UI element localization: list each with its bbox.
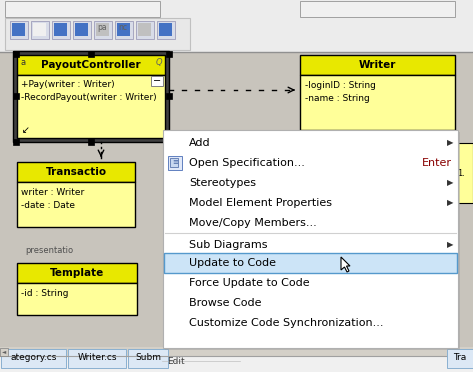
Text: Q: Q [155, 58, 162, 67]
Text: Model Element Properties: Model Element Properties [189, 198, 332, 208]
Text: Subm: Subm [135, 353, 161, 362]
Bar [300, 75, 455, 130]
Text: Add: Add [189, 138, 210, 148]
Text: Customize Code Synchronization...: Customize Code Synchronization... [189, 318, 384, 328]
Bar [31, 21, 49, 39]
Text: pa: pa [97, 22, 106, 32]
Bar [17, 182, 135, 227]
Bar [0, 356, 473, 372]
Bar [163, 130, 458, 348]
Bar [300, 55, 455, 75]
Bar [166, 51, 172, 57]
Bar [151, 76, 163, 86]
Text: ◄: ◄ [2, 350, 6, 355]
Text: 1.: 1. [457, 169, 465, 177]
Bar [157, 21, 175, 39]
Bar [13, 51, 19, 57]
Bar [10, 21, 28, 39]
Text: -id : String: -id : String [21, 289, 69, 298]
Text: Browse Code: Browse Code [189, 298, 262, 308]
Bar [13, 139, 19, 145]
Bar [115, 21, 133, 39]
Bar [455, 143, 473, 203]
Bar [1, 349, 66, 368]
Text: Sub Diagrams: Sub Diagrams [189, 240, 268, 250]
Bar [5, 1, 160, 17]
Bar [94, 21, 112, 39]
Bar [166, 93, 172, 99]
Bar [117, 23, 130, 36]
Text: −: − [153, 76, 161, 86]
Text: -RecordPayout(writer : Writer): -RecordPayout(writer : Writer) [21, 93, 157, 102]
Text: Transactio: Transactio [45, 167, 106, 177]
Bar [96, 23, 109, 36]
Text: Update to Code: Update to Code [189, 258, 276, 268]
Bar [17, 55, 165, 75]
Text: presentatio: presentatio [25, 246, 73, 255]
Text: Tra: Tra [454, 353, 467, 362]
Text: ▶: ▶ [447, 241, 453, 250]
Bar [0, 348, 473, 372]
Bar [0, 52, 473, 347]
Bar [447, 349, 473, 368]
Bar [165, 132, 460, 350]
Bar [136, 21, 154, 39]
Bar [17, 162, 135, 182]
Text: -name : String: -name : String [305, 94, 370, 103]
Bar [73, 21, 91, 39]
Bar [75, 23, 88, 36]
Text: nc: nc [118, 22, 127, 32]
Bar [138, 23, 151, 36]
Text: Force Update to Code: Force Update to Code [189, 278, 310, 288]
Text: PayoutController: PayoutController [41, 60, 141, 70]
Text: -loginID : String: -loginID : String [305, 81, 376, 90]
Text: Enter: Enter [422, 158, 452, 168]
Bar [170, 158, 178, 167]
Bar [17, 75, 165, 138]
Text: Stereotypes: Stereotypes [189, 178, 256, 188]
Text: Writer.cs: Writer.cs [77, 353, 117, 362]
Text: ↗: ↗ [19, 123, 27, 133]
Bar [17, 263, 137, 283]
Bar [0, 348, 8, 356]
Text: Move/Copy Members...: Move/Copy Members... [189, 218, 317, 228]
Text: +Pay(writer : Writer): +Pay(writer : Writer) [21, 80, 114, 89]
Text: -date : Date: -date : Date [21, 201, 75, 210]
Bar [33, 23, 46, 36]
Bar [17, 283, 137, 315]
Text: ▶: ▶ [447, 199, 453, 208]
Bar [168, 156, 182, 170]
Bar [52, 21, 70, 39]
Bar [88, 51, 94, 57]
Polygon shape [341, 257, 350, 272]
Bar [54, 23, 67, 36]
Text: ▶: ▶ [447, 138, 453, 148]
Bar [300, 1, 455, 17]
Text: ▶: ▶ [447, 179, 453, 187]
Bar [128, 349, 168, 368]
Text: a: a [20, 58, 25, 67]
Bar [13, 93, 19, 99]
Text: ≡: ≡ [172, 160, 178, 166]
Bar [164, 253, 457, 273]
Bar [13, 51, 169, 142]
Bar [12, 23, 25, 36]
Text: Open Specification...: Open Specification... [189, 158, 305, 168]
Text: Template: Template [50, 268, 104, 278]
Bar [0, 0, 473, 52]
Text: Writer: Writer [359, 60, 396, 70]
Text: Edit: Edit [167, 357, 184, 366]
Bar [68, 349, 126, 368]
Bar [159, 23, 172, 36]
Bar [166, 139, 172, 145]
Text: writer : Writer: writer : Writer [21, 188, 84, 197]
Bar [5, 18, 190, 50]
Text: ategory.cs: ategory.cs [10, 353, 57, 362]
Bar [88, 139, 94, 145]
